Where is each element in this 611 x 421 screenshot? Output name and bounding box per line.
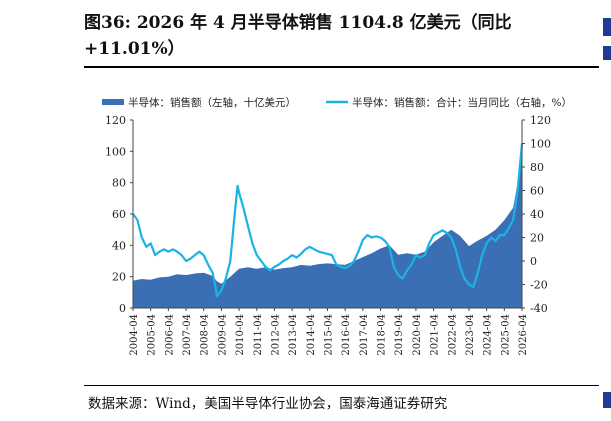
- edge-mark: [603, 18, 611, 36]
- x-tick-label: 2024-04: [483, 314, 494, 356]
- x-tick-label: 2016-04: [341, 314, 352, 356]
- sales-area: [133, 146, 522, 308]
- x-tick-label: 2021-04: [430, 314, 441, 356]
- legend-swatch-area: [102, 99, 124, 105]
- x-tick-label: 2023-04: [465, 314, 476, 356]
- x-tick-label: 2011-04: [253, 314, 264, 356]
- x-tick-label: 2025-04: [500, 314, 511, 356]
- x-tick-label: 2015-04: [324, 314, 335, 356]
- y-left-tick-label: 60: [112, 208, 126, 221]
- chart-title: 图36: 2026 年 4 月半导体销售 1104.8 亿美元（同比 +11.0…: [84, 13, 512, 59]
- x-tick-label: 2018-04: [377, 314, 388, 356]
- x-tick-label: 2009-04: [217, 314, 228, 356]
- y-left-tick-label: 100: [105, 145, 126, 158]
- y-left-tick-label: 0: [119, 302, 126, 315]
- legend-label-area: 半导体：销售额（左轴，十亿美元）: [128, 96, 296, 109]
- x-tick-label: 2005-04: [147, 314, 158, 356]
- edge-mark: [603, 392, 611, 408]
- x-tick-label: 2026-04: [518, 314, 529, 356]
- x-tick-label: 2007-04: [182, 314, 193, 356]
- x-tick-label: 2004-04: [129, 314, 140, 356]
- y-left-tick-label: 120: [105, 114, 126, 127]
- x-tick-label: 2008-04: [200, 314, 211, 356]
- title-rule: [84, 66, 599, 68]
- y-right-tick-label: 100: [530, 138, 551, 151]
- x-tick-label: 2014-04: [306, 314, 317, 356]
- y-right-tick-label: 0: [530, 255, 537, 268]
- legend-label-line: 半导体：销售额：合计：当月同比（右轴，%）: [352, 96, 572, 109]
- source-rule: [84, 385, 599, 386]
- x-tick-label: 2020-04: [412, 314, 423, 356]
- legend: 半导体：销售额（左轴，十亿美元） 半导体：销售额：合计：当月同比（右轴，%）: [102, 96, 572, 109]
- y-right-tick-label: 20: [530, 232, 544, 245]
- y-right-tick-label: 60: [530, 185, 544, 198]
- axes: 0 20 40 60 80 100 120 -40 -20 0 20 40 60 80 100 120 2004…: [105, 114, 551, 356]
- x-tick-label: 2010-04: [235, 314, 246, 356]
- y-right-tick-label: 80: [530, 161, 544, 174]
- y-right-tick-label: 40: [530, 208, 544, 221]
- x-tick-label: 2013-04: [288, 314, 299, 356]
- x-tick-label: 2022-04: [447, 314, 458, 356]
- x-tick-label: 2017-04: [359, 314, 370, 356]
- x-tick-label: 2006-04: [164, 314, 175, 356]
- x-tick-label: 2012-04: [270, 314, 281, 356]
- y-left-tick-label: 20: [112, 271, 126, 284]
- y-left-tick-label: 80: [112, 177, 126, 190]
- y-right-tick-label: 120: [530, 114, 551, 127]
- yoy-line: [132, 143, 524, 298]
- edge-mark: [603, 46, 611, 60]
- plot-area: [132, 143, 524, 308]
- y-right-tick-label: -20: [530, 279, 548, 292]
- source-note: 数据来源：Wind，美国半导体行业协会，国泰海通证券研究: [88, 396, 448, 412]
- y-left-tick-label: 40: [112, 239, 126, 252]
- x-tick-label: 2019-04: [394, 314, 405, 356]
- y-right-tick-label: -40: [530, 302, 548, 315]
